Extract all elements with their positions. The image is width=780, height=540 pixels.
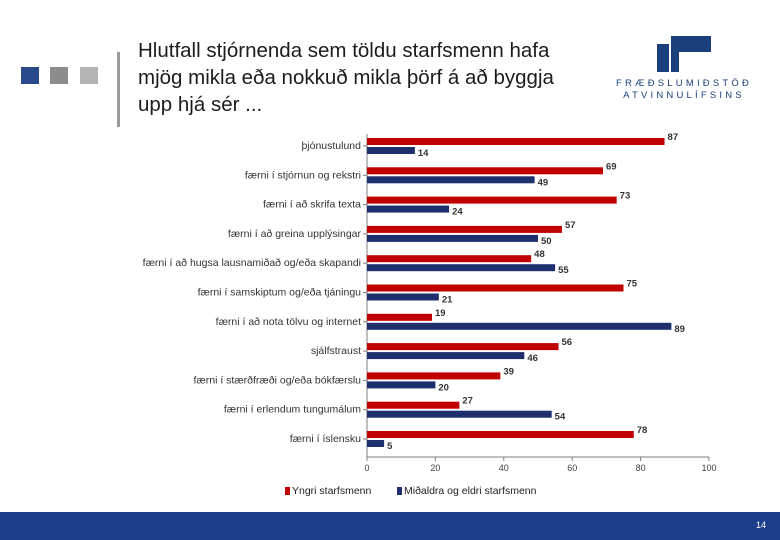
bar-series1-4 xyxy=(367,255,532,263)
bar-series2-9 xyxy=(367,410,552,418)
data-label-series2-2: 24 xyxy=(452,207,463,218)
legend-label-2: Miðaldra og eldri starfsmenn xyxy=(404,485,537,497)
data-label-series1-6: 19 xyxy=(435,308,446,319)
category-label-7: sjálfstraust xyxy=(311,345,361,357)
data-label-series2-0: 14 xyxy=(418,148,429,159)
bar-series1-3 xyxy=(367,225,562,233)
bar-series1-9 xyxy=(367,401,460,409)
bar-series1-2 xyxy=(367,196,617,204)
data-label-series1-1: 69 xyxy=(606,161,617,172)
data-label-series2-5: 21 xyxy=(442,295,453,306)
x-tick-label-1: 20 xyxy=(430,463,440,473)
bar-series1-6 xyxy=(367,313,432,321)
x-tick-label-3: 60 xyxy=(567,463,577,473)
data-label-series2-7: 46 xyxy=(527,353,538,364)
logo-text-line2: ATVINNULÍFSINS xyxy=(623,90,745,101)
category-label-9: færni í erlendum tungumálum xyxy=(224,404,361,416)
category-label-0: þjónustulund xyxy=(301,140,361,152)
bar-series1-0 xyxy=(367,138,665,145)
bar-series2-4 xyxy=(367,264,556,272)
x-tick-label-5: 100 xyxy=(701,463,716,473)
data-label-series2-6: 89 xyxy=(674,324,685,335)
x-tick-label-0: 0 xyxy=(364,463,369,473)
data-label-series2-1: 49 xyxy=(538,177,549,188)
data-label-series1-0: 87 xyxy=(668,132,679,143)
deco-square-1 xyxy=(21,67,39,84)
bar-series2-6 xyxy=(367,322,672,330)
category-label-8: færni í stærðfræði og/eða bókfærslu xyxy=(194,374,362,386)
data-label-series2-9: 54 xyxy=(555,412,566,423)
deco-square-2 xyxy=(50,67,68,84)
bar-series2-2 xyxy=(367,205,450,213)
logo: FRÆÐSLUMIÐSTÖÐ ATVINNULÍFSINS xyxy=(596,34,772,106)
deco-square-3 xyxy=(80,67,98,84)
data-label-series1-10: 78 xyxy=(637,425,648,436)
data-label-series2-4: 55 xyxy=(558,265,569,276)
bar-series1-8 xyxy=(367,372,501,380)
bar-series2-7 xyxy=(367,352,525,360)
bar-series1-10 xyxy=(367,431,634,438)
bar-series1-7 xyxy=(367,343,559,351)
data-label-series1-5: 75 xyxy=(627,279,638,290)
category-label-4: færni í að hugsa lausnamiðað og/eða skap… xyxy=(143,257,361,269)
x-tick-label-2: 40 xyxy=(499,463,509,473)
bar-series2-5 xyxy=(367,293,439,301)
footer-bar: 14 xyxy=(0,512,780,540)
bar-series2-0 xyxy=(367,147,415,154)
x-tick-label-4: 80 xyxy=(636,463,646,473)
logo-text-line1: FRÆÐSLUMIÐSTÖÐ xyxy=(615,78,753,89)
legend-swatch-1 xyxy=(285,487,290,495)
bar-series2-8 xyxy=(367,381,436,389)
bar-series2-10 xyxy=(367,440,385,447)
category-label-2: færni í að skrifa texta xyxy=(263,199,361,211)
data-label-series2-3: 50 xyxy=(541,236,552,247)
data-label-series2-10: 5 xyxy=(387,441,393,452)
category-label-3: færni í að greina upplýsingar xyxy=(228,228,362,240)
category-label-5: færni í samskiptum og/eða tjáningu xyxy=(198,287,362,299)
category-label-1: færni í stjórnun og rekstri xyxy=(245,169,361,181)
data-label-series1-2: 73 xyxy=(620,191,631,202)
data-label-series1-7: 56 xyxy=(562,337,573,348)
legend-swatch-2 xyxy=(397,487,402,495)
title-divider xyxy=(117,52,120,127)
data-label-series1-4: 48 xyxy=(534,249,545,260)
bar-series2-1 xyxy=(367,176,535,184)
legend-label-1: Yngri starfsmenn xyxy=(292,485,372,497)
page-number: 14 xyxy=(755,520,766,530)
data-label-series1-3: 57 xyxy=(565,220,576,231)
data-label-series2-8: 20 xyxy=(438,382,449,393)
logo-mark-icon xyxy=(657,36,711,72)
category-label-6: færni í að nota tölvu og internet xyxy=(216,316,361,328)
data-label-series1-9: 27 xyxy=(462,396,473,407)
category-label-10: færni í íslensku xyxy=(290,433,361,445)
data-label-series1-8: 39 xyxy=(503,366,514,377)
bar-series2-3 xyxy=(367,234,538,242)
bar-series1-5 xyxy=(367,284,624,292)
slide-title: Hlutfall stjórnenda sem töldu starfsmenn… xyxy=(138,39,554,116)
bar-chart: 0 20 40 60 80 100 þjónustulund 87 14 færni í stjó… xyxy=(143,132,717,497)
bar-series1-1 xyxy=(367,167,603,175)
